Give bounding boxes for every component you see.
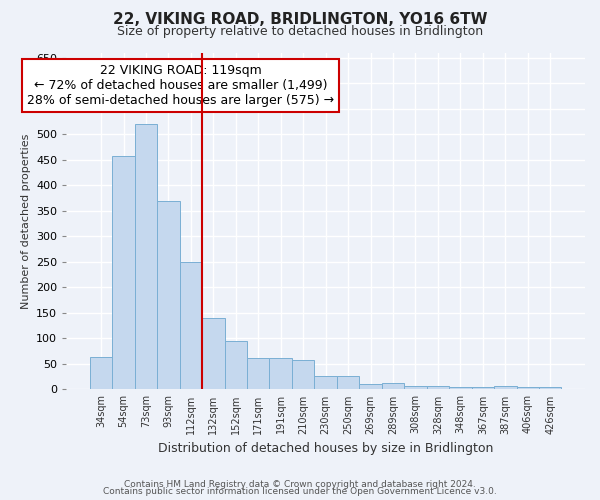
Bar	[472, 388, 494, 390]
Y-axis label: Number of detached properties: Number of detached properties	[20, 134, 31, 308]
Bar	[157, 200, 179, 390]
Bar	[517, 387, 539, 390]
Bar	[314, 376, 337, 390]
Bar	[292, 360, 314, 390]
Text: 22 VIKING ROAD: 119sqm  
← 72% of detached houses are smaller (1,499)
28% of sem: 22 VIKING ROAD: 119sqm ← 72% of detached…	[27, 64, 334, 108]
Text: 22, VIKING ROAD, BRIDLINGTON, YO16 6TW: 22, VIKING ROAD, BRIDLINGTON, YO16 6TW	[113, 12, 487, 28]
Text: Contains HM Land Registry data © Crown copyright and database right 2024.: Contains HM Land Registry data © Crown c…	[124, 480, 476, 489]
X-axis label: Distribution of detached houses by size in Bridlington: Distribution of detached houses by size …	[158, 442, 493, 455]
Bar	[247, 358, 269, 390]
Bar	[494, 386, 517, 390]
Bar	[135, 124, 157, 390]
Bar	[539, 388, 562, 390]
Text: Size of property relative to detached houses in Bridlington: Size of property relative to detached ho…	[117, 25, 483, 38]
Bar	[269, 358, 292, 390]
Bar	[359, 384, 382, 390]
Bar	[337, 376, 359, 390]
Bar	[202, 318, 224, 390]
Bar	[90, 358, 112, 390]
Bar	[112, 156, 135, 390]
Bar	[404, 386, 427, 390]
Bar	[179, 262, 202, 390]
Text: Contains public sector information licensed under the Open Government Licence v3: Contains public sector information licen…	[103, 487, 497, 496]
Bar	[449, 388, 472, 390]
Bar	[427, 386, 449, 390]
Bar	[382, 384, 404, 390]
Bar	[224, 341, 247, 390]
